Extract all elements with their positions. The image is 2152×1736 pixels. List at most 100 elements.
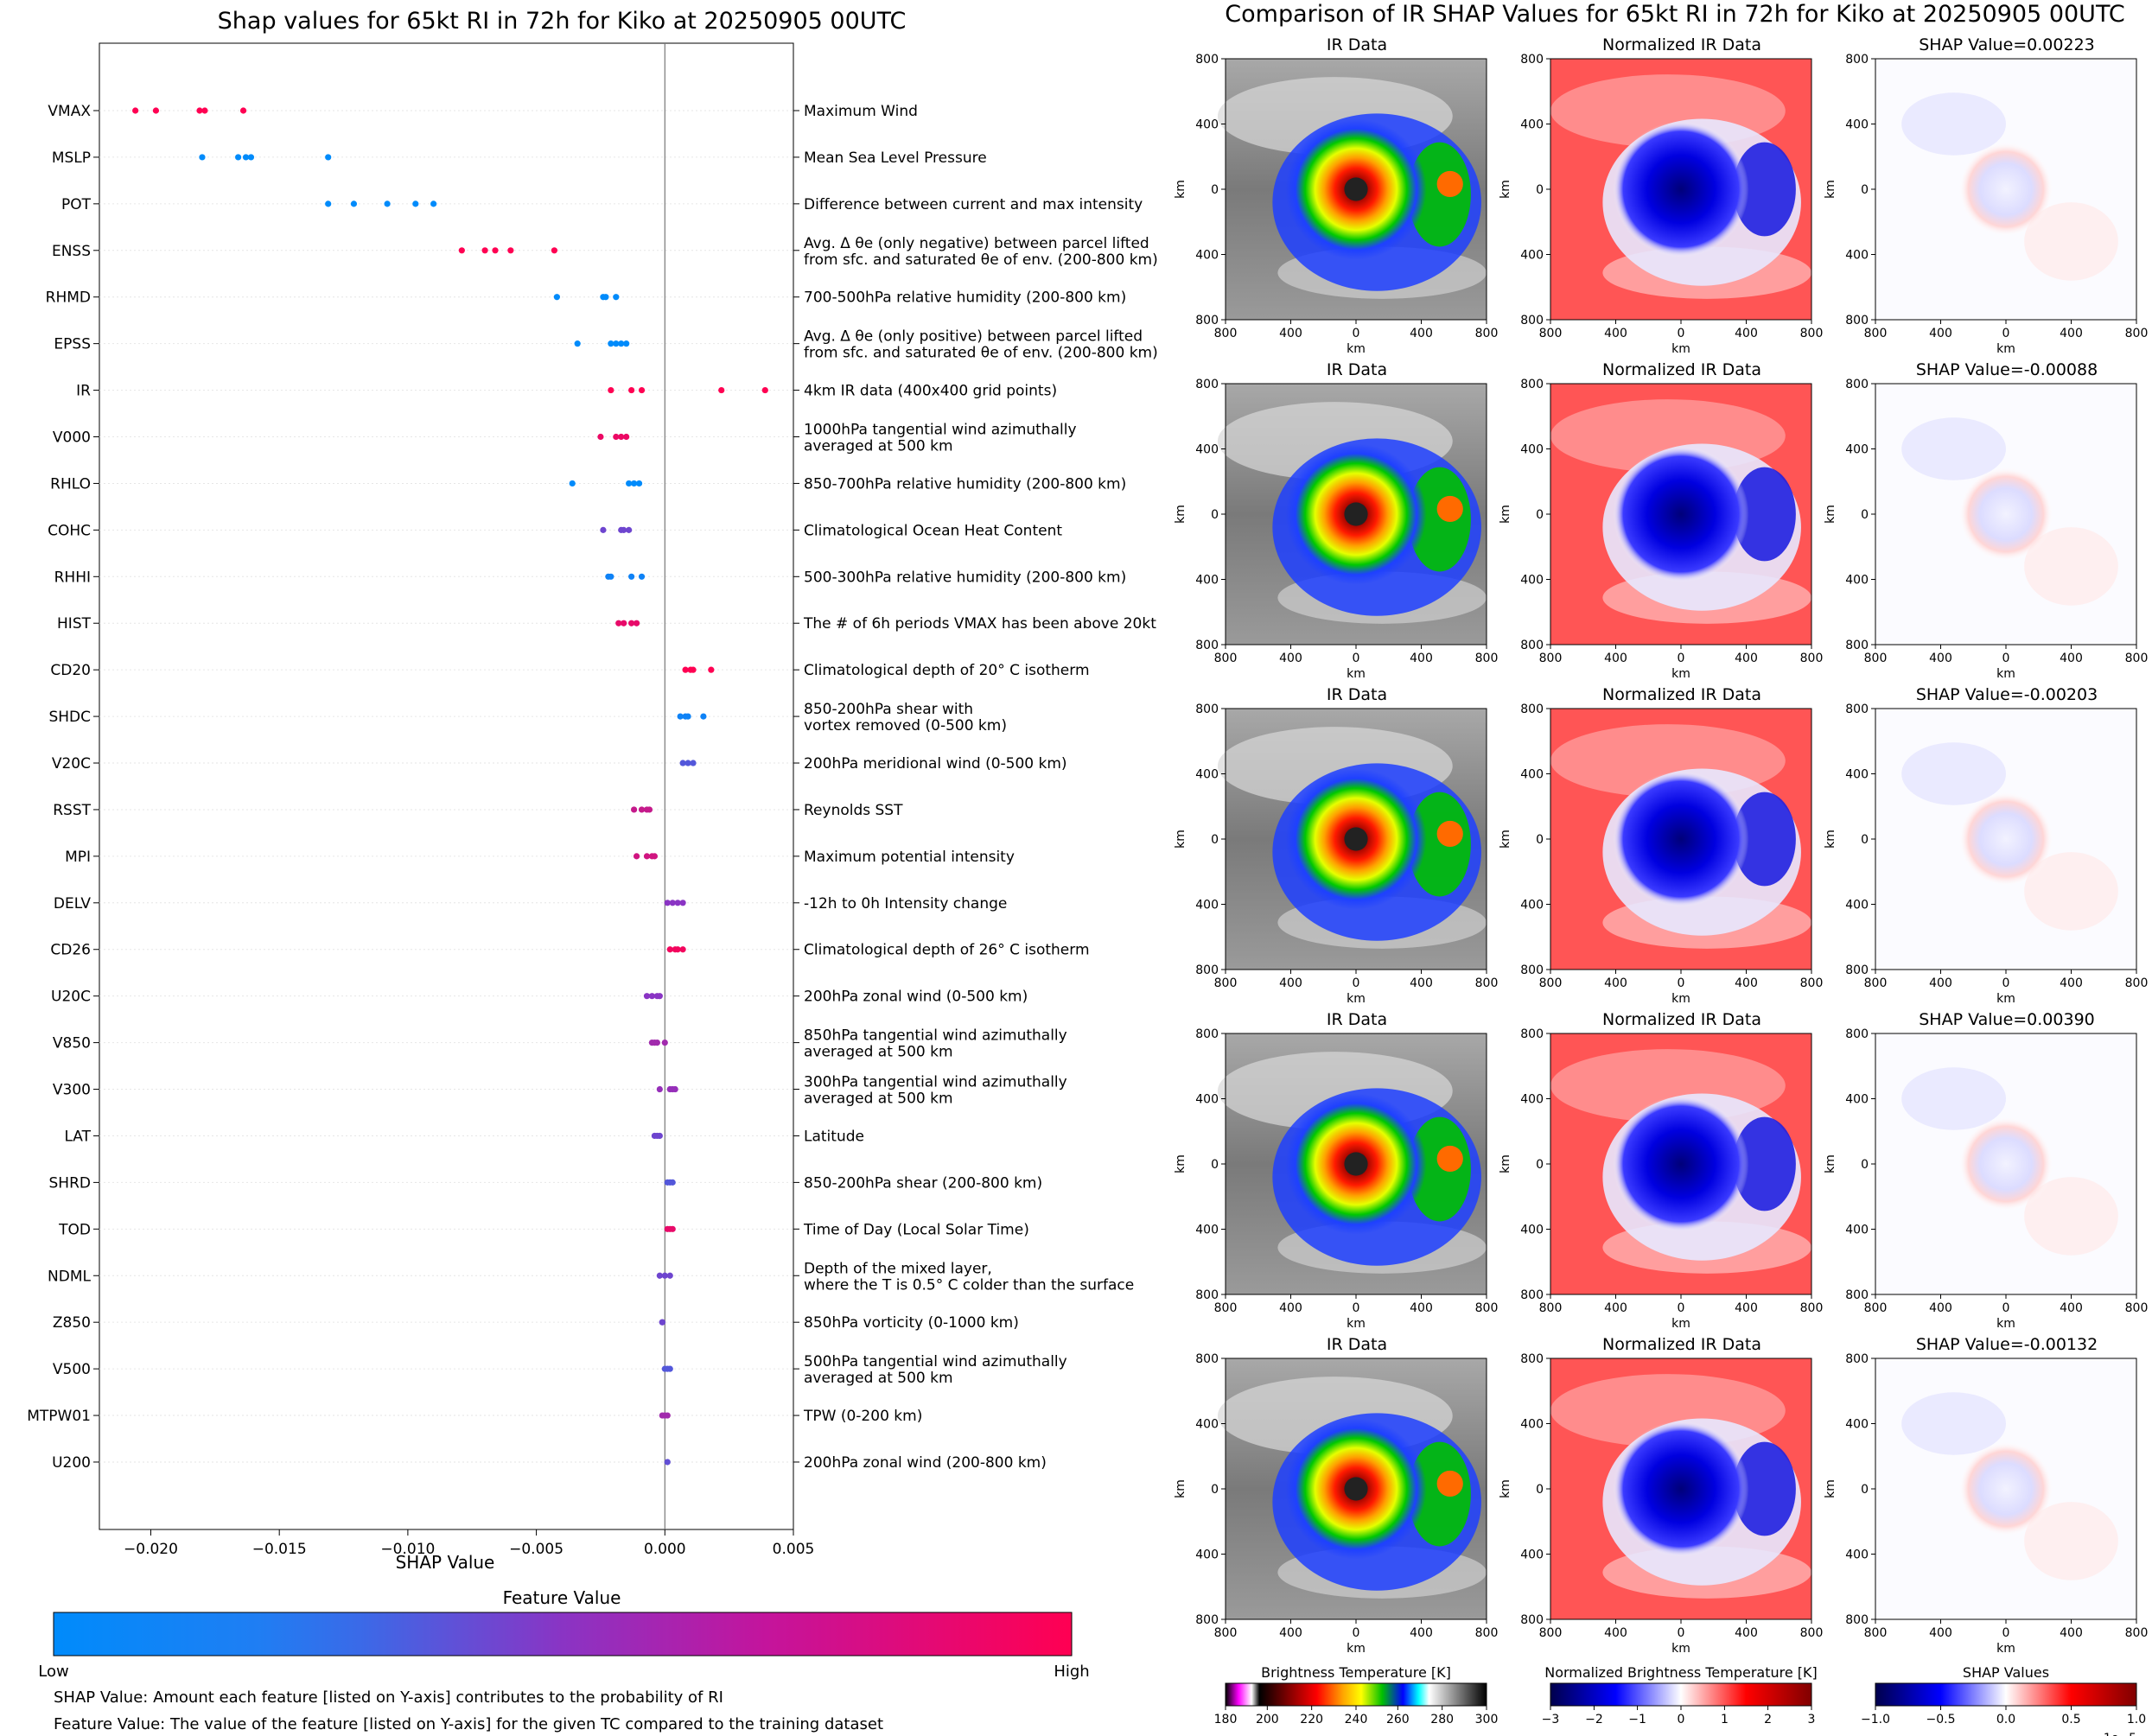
shap-eyewall-ring — [1958, 792, 2053, 887]
x-tick-label: 400 — [1735, 327, 1758, 340]
x-tick-label: 400 — [1410, 976, 1433, 990]
feature-code-label: LAT — [64, 1128, 91, 1145]
x-tick-label: 800 — [1539, 1626, 1563, 1640]
shap-point-shdc — [684, 713, 691, 720]
shap-point-ir — [761, 386, 768, 394]
feature-code-label: RHLO — [50, 475, 91, 493]
y-tick-label: 400 — [1520, 249, 1544, 263]
y-tick-label: 0 — [1861, 183, 1869, 197]
x-tick-label: 800 — [1475, 976, 1499, 990]
y-axis-label: km — [1824, 180, 1837, 199]
y-tick-label: 0 — [1536, 183, 1544, 197]
feature-code-label: CD26 — [50, 942, 91, 959]
x-tick-label: 800 — [2125, 1626, 2149, 1640]
x-tick-label: −0.010 — [380, 1541, 435, 1558]
feature-code-label: HIST — [57, 615, 92, 633]
x-axis-label: km — [1347, 1642, 1366, 1656]
colorbar-tick-label: 200 — [1256, 1713, 1279, 1726]
feature-code-label: U20C — [51, 989, 91, 1006]
shap-point-rsst — [646, 806, 653, 813]
shap-point-cd26 — [666, 946, 673, 953]
shap-point-z850 — [659, 1319, 665, 1326]
ir-rainband-core — [1436, 820, 1463, 848]
ir-colorbars: Brightness Temperature [K] 180 200 220 240 26… — [1214, 1664, 2147, 1736]
y-tick-label: 0 — [1861, 508, 1869, 522]
x-tick-label: 400 — [1410, 652, 1433, 665]
y-tick-label: 400 — [1195, 249, 1219, 263]
y-tick-label: 0 — [1536, 1483, 1544, 1497]
normalized-rainband — [1733, 467, 1796, 562]
y-tick-label: 800 — [1520, 378, 1544, 391]
colorbar-tick-label: 3 — [1808, 1713, 1816, 1726]
x-tick-label: 0 — [2002, 1626, 2010, 1640]
normalized-rainband — [1733, 142, 1796, 237]
footnote-shap: SHAP Value: Amount each feature [listed … — [54, 1688, 723, 1707]
normalized-panel-title: Normalized IR Data — [1602, 35, 1761, 54]
colorbar-tick-label: 260 — [1386, 1713, 1410, 1726]
shap-point-pot — [430, 200, 437, 207]
feature-code-label: V500 — [53, 1361, 91, 1378]
ir-eye — [1344, 1477, 1368, 1501]
feature-description-label: Maximum potential intensity — [804, 849, 1015, 866]
x-tick-label: 800 — [1539, 976, 1563, 990]
x-axis-label: km — [1671, 992, 1690, 1006]
ir-rainband — [1408, 467, 1471, 572]
shap-point-v300 — [672, 1085, 678, 1093]
feature-code-label: V000 — [53, 429, 91, 447]
feature-description-label: from sfc. and saturated θe of env. (200-… — [804, 345, 1158, 362]
shap-panel-title: SHAP Value=-0.00132 — [1916, 1335, 2098, 1354]
feature-description-label: 500hPa tangential wind azimuthally — [804, 1353, 1067, 1370]
shap-point-cohc — [621, 526, 627, 533]
feature-description-label: Avg. Δ θe (only negative) between parcel… — [804, 235, 1149, 252]
shap-point-cd20 — [682, 666, 689, 673]
shap-point-cd26 — [674, 946, 681, 953]
feature-description-label: 200hPa meridional wind (0-500 km) — [804, 755, 1067, 773]
y-tick-label: 800 — [1195, 1027, 1219, 1041]
y-tick-label: 400 — [1520, 443, 1544, 457]
y-tick-label: 400 — [1520, 574, 1544, 588]
shap-point-delv — [674, 900, 681, 906]
shap-point-vmax — [201, 107, 208, 114]
shap-point-ndml — [656, 1272, 663, 1279]
normalized-storm-core — [1613, 1421, 1749, 1557]
x-tick-label: 400 — [2060, 976, 2083, 990]
colorbar — [1225, 1682, 1487, 1707]
shap-point-ir — [628, 386, 635, 394]
shap-point-cohc — [600, 526, 607, 533]
y-tick-label: 800 — [1520, 314, 1544, 327]
ir-rainband-core — [1436, 495, 1463, 523]
y-tick-label: 400 — [1195, 1093, 1219, 1107]
feature-code-label: RHHI — [54, 569, 91, 586]
y-axis-label: km — [1174, 830, 1187, 849]
feature-description-label: 850-200hPa shear with — [804, 701, 973, 718]
shap-point-cd20 — [708, 666, 715, 673]
x-tick-label: 800 — [2125, 652, 2149, 665]
x-axis-label: km — [1347, 992, 1366, 1006]
feature-code-label: U200 — [52, 1454, 91, 1472]
feature-description-label: Reynolds SST — [804, 802, 903, 819]
feature-value-colorbar — [53, 1612, 1073, 1657]
feature-description-label: averaged at 500 km — [804, 438, 953, 455]
x-tick-label: 800 — [1475, 652, 1499, 665]
feature-description-label: Mean Sea Level Pressure — [804, 149, 987, 167]
shap-point-mpi — [643, 853, 651, 860]
shap-point-ir — [718, 386, 725, 394]
y-tick-label: 400 — [1845, 768, 1869, 782]
shap-point-hist — [628, 620, 635, 626]
shap-red-patch — [2024, 1177, 2118, 1256]
shap-point-ir — [638, 386, 646, 394]
colorbar-low-label: Low — [38, 1663, 68, 1681]
feature-code-label: DELV — [54, 895, 91, 913]
x-tick-label: 400 — [1604, 652, 1627, 665]
y-axis-label: km — [1499, 1479, 1512, 1498]
colorbar-tick-label: 280 — [1430, 1713, 1454, 1726]
x-tick-label: 800 — [1800, 976, 1824, 990]
x-tick-label: 400 — [1279, 652, 1302, 665]
y-axis-label: km — [1174, 180, 1187, 199]
comparison-row: IR Data80080040040000400400800800kmkmNor… — [1174, 685, 2148, 1006]
y-tick-label: 800 — [1520, 1613, 1544, 1627]
colorbar-tick-label: −1 — [1628, 1713, 1646, 1726]
y-tick-label: 400 — [1520, 1418, 1544, 1432]
y-tick-label: 800 — [1845, 378, 1869, 391]
shap-blue-patch — [1901, 1392, 2007, 1455]
